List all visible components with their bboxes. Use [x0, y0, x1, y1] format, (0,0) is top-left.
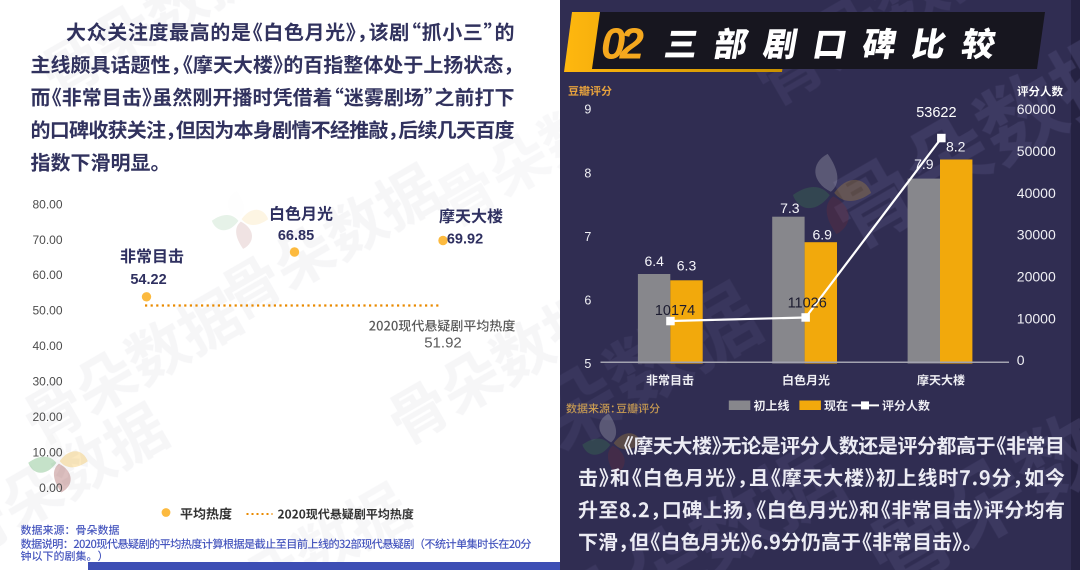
svg-text:7: 7	[584, 230, 591, 244]
svg-text:7.3: 7.3	[780, 200, 800, 216]
svg-text:70.00: 70.00	[32, 233, 62, 247]
svg-text:10000: 10000	[1017, 310, 1056, 326]
svg-text:80.00: 80.00	[32, 197, 62, 211]
svg-text:8: 8	[584, 166, 591, 180]
svg-text:5: 5	[584, 357, 591, 371]
svg-text:6.9: 6.9	[812, 227, 832, 243]
svg-text:6.4: 6.4	[644, 253, 664, 269]
svg-text:20000: 20000	[1017, 269, 1056, 285]
svg-text:20.00: 20.00	[32, 410, 62, 424]
svg-text:51.92: 51.92	[424, 335, 462, 352]
svg-text:40.00: 40.00	[32, 339, 62, 353]
svg-text:66.85: 66.85	[278, 228, 314, 244]
svg-text:02: 02	[601, 20, 644, 68]
svg-text:69.92: 69.92	[447, 232, 483, 248]
svg-text:0: 0	[1017, 352, 1025, 368]
svg-text:60.00: 60.00	[32, 268, 62, 282]
svg-text:40000: 40000	[1017, 185, 1056, 201]
svg-text:6: 6	[584, 294, 591, 308]
svg-text:0.00: 0.00	[39, 481, 63, 495]
svg-text:6.3: 6.3	[677, 258, 697, 274]
svg-text:10174: 10174	[655, 303, 695, 319]
svg-text:10.00: 10.00	[32, 445, 62, 459]
svg-text:9: 9	[584, 103, 591, 117]
svg-text:53622: 53622	[916, 105, 956, 121]
svg-text:30000: 30000	[1017, 227, 1056, 243]
svg-text:30.00: 30.00	[32, 375, 62, 389]
svg-text:60000: 60000	[1017, 101, 1056, 117]
svg-text:11026: 11026	[788, 296, 827, 312]
svg-text:54.22: 54.22	[130, 272, 166, 288]
svg-text:50.00: 50.00	[32, 304, 62, 318]
svg-text:50000: 50000	[1017, 143, 1056, 159]
svg-text:8.2: 8.2	[946, 139, 966, 155]
